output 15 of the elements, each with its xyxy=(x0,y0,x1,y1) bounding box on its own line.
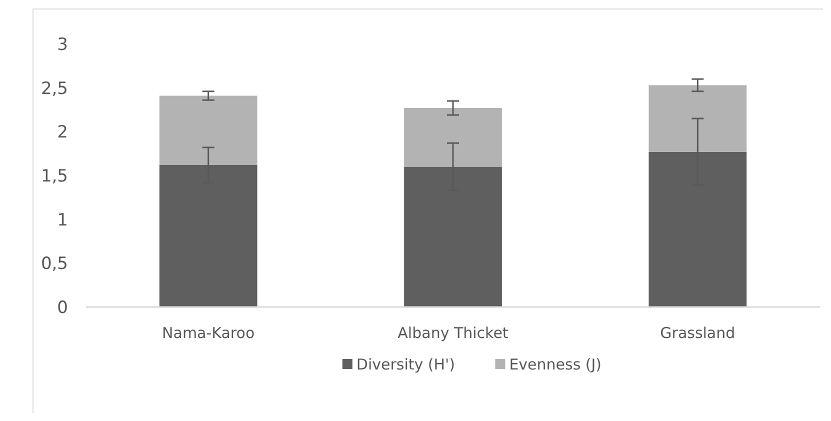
y-tick-label: 3 xyxy=(57,34,68,55)
x-tick-label: Nama-Karoo xyxy=(162,324,255,342)
bar xyxy=(159,96,258,165)
y-tick-label: 2,5 xyxy=(40,78,68,99)
y-tick-label: 0 xyxy=(57,298,68,318)
y-tick-label: 1,5 xyxy=(40,166,68,186)
bar xyxy=(404,108,502,167)
x-tick-label: Albany Thicket xyxy=(398,324,508,342)
legend-label: Evenness (J) xyxy=(509,355,602,374)
bar xyxy=(648,85,747,152)
y-tick-label: 0,5 xyxy=(40,254,68,274)
x-tick-label: Grassland xyxy=(660,324,736,342)
y-tick-label: 1 xyxy=(57,210,68,230)
legend-label: Diversity (H') xyxy=(356,355,456,374)
y-tick-label: 2 xyxy=(57,122,68,143)
